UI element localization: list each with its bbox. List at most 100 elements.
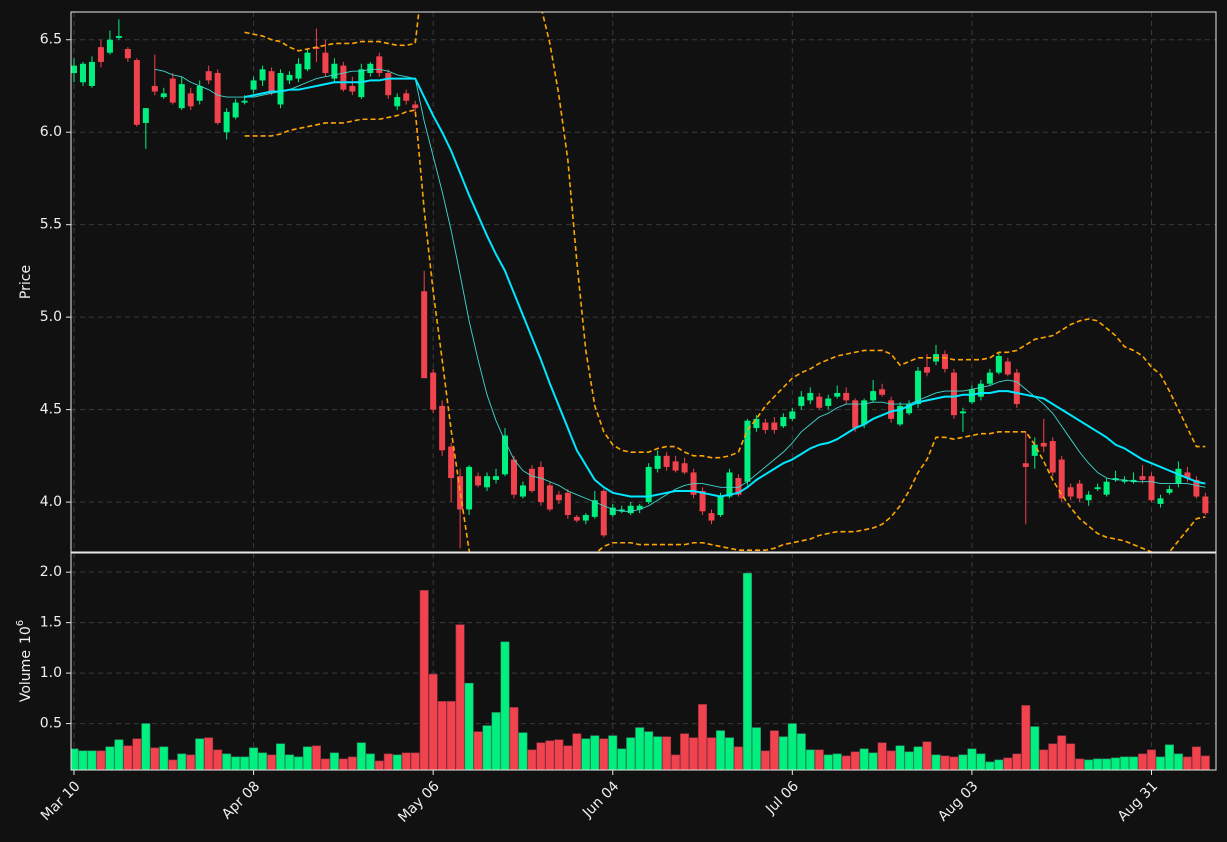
volume-bar — [877, 742, 887, 770]
candle-body — [133, 60, 140, 125]
volume-bar — [985, 761, 995, 770]
candle-body — [959, 411, 966, 414]
candle-body — [717, 496, 724, 516]
candle-body — [1121, 479, 1128, 482]
volume-bar — [1164, 744, 1174, 770]
volume-bar — [1093, 758, 1103, 770]
y-tick-label: 4.0 — [40, 494, 62, 510]
volume-bar — [383, 753, 393, 770]
candle-body — [1112, 478, 1119, 480]
candle-body — [286, 74, 293, 81]
volume-bar — [698, 704, 708, 770]
volume-bar — [590, 735, 600, 770]
candle-body — [744, 420, 751, 482]
candle-body — [924, 367, 931, 373]
candle-body — [1040, 442, 1047, 447]
volume-bar — [1039, 749, 1049, 770]
candle-body — [403, 93, 410, 101]
candle-body — [915, 370, 922, 405]
candle-body — [196, 85, 203, 101]
volume-bar — [751, 727, 761, 770]
volume-bar — [733, 746, 743, 770]
volume-bar — [168, 759, 178, 770]
volume-bar — [1075, 758, 1085, 770]
volume-bar — [850, 751, 860, 770]
volume-bar — [374, 760, 384, 770]
volume-bar — [132, 738, 142, 770]
volume-bar — [267, 754, 277, 770]
volume-bar — [464, 682, 474, 770]
volume-bar — [410, 752, 420, 770]
price-frame — [70, 11, 1217, 553]
candle-body — [151, 85, 158, 92]
volume-bar — [635, 727, 645, 770]
volume-bar — [913, 746, 923, 770]
candle-body — [250, 80, 257, 90]
candle-body — [950, 372, 957, 416]
candle-body — [115, 36, 122, 38]
y-tick-label: 6.5 — [40, 32, 62, 48]
x-tick-label: Apr 08 — [219, 778, 263, 822]
candle-body — [726, 472, 733, 497]
volume-bar — [347, 756, 357, 770]
volume-bar — [428, 673, 438, 770]
volume-plot — [71, 572, 1210, 770]
volume-bar — [249, 747, 259, 770]
candle-body — [780, 417, 787, 427]
candle-body — [1031, 444, 1038, 456]
volume-bar — [1155, 756, 1165, 770]
candle-body — [367, 63, 374, 74]
volume-bar — [931, 754, 941, 770]
candle-body — [501, 435, 508, 475]
candle-body — [807, 392, 814, 401]
volume-bar — [1173, 753, 1183, 770]
volume-bar — [105, 746, 115, 770]
volume-bar — [886, 750, 896, 770]
volume-bar — [500, 641, 510, 770]
y-tick-label: 5.5 — [40, 217, 62, 233]
volume-bar — [949, 756, 959, 770]
candle-body — [564, 492, 571, 516]
candle-body — [187, 93, 194, 107]
candle-body — [421, 291, 428, 379]
candle-body — [879, 389, 886, 395]
volume-bar — [78, 750, 88, 770]
volume-bar — [195, 738, 205, 770]
volume-bar — [617, 748, 627, 770]
candle-body — [394, 97, 401, 107]
candle-body — [555, 494, 562, 501]
candle-body — [268, 71, 275, 94]
volume-bar — [994, 759, 1004, 770]
candle-body — [861, 400, 868, 425]
volume-bar — [123, 745, 133, 770]
candle-body — [1049, 441, 1056, 473]
volume-bar — [967, 748, 977, 770]
volume-bar — [329, 752, 339, 770]
candle-body — [349, 85, 356, 92]
y-tick-label: 1.5 — [40, 615, 62, 631]
axis-layer: 4.0 4.5 5.0 5.5 6.0 6.5 0.5 1.0 1.5 2.0 Mar 10 Apr … — [38, 32, 1161, 826]
volume-bar — [814, 749, 824, 770]
volume-bar — [581, 738, 591, 770]
volume-bar — [680, 733, 690, 770]
volume-bar — [922, 741, 932, 770]
volume-bar — [715, 730, 725, 770]
volume-bar — [976, 753, 986, 770]
candle-body — [762, 422, 769, 430]
candle-body — [1130, 479, 1137, 482]
volume-bar — [446, 701, 456, 770]
volume-bar — [365, 753, 375, 770]
volume-bar — [302, 746, 312, 770]
candle-body — [870, 391, 877, 401]
volume-bar — [150, 747, 160, 770]
volume-bar — [258, 752, 268, 770]
candle-body — [97, 47, 104, 62]
candle-body — [816, 396, 823, 408]
candle-body — [79, 63, 86, 83]
volume-bar — [689, 737, 699, 770]
volume-bar — [482, 725, 492, 770]
volume-bar — [859, 748, 869, 770]
candle-body — [546, 485, 553, 510]
volume-axis-label: Volume 106 — [15, 620, 34, 702]
x-tick-label: Mar 10 — [38, 778, 84, 824]
